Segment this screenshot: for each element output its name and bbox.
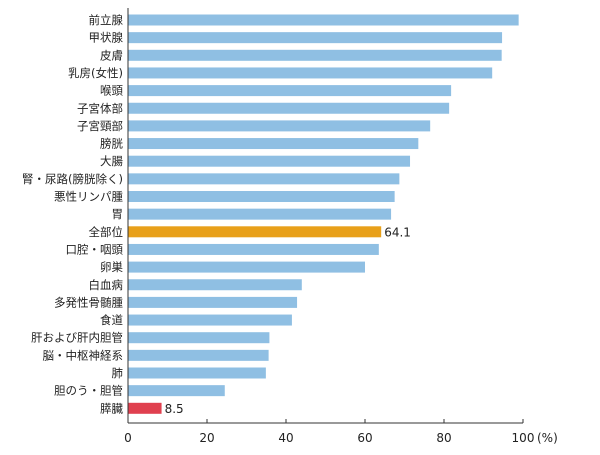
x-tick-label: 100 — [512, 431, 535, 445]
category-label: 卵巣 — [100, 260, 123, 274]
bar — [128, 138, 419, 150]
bar — [128, 173, 400, 185]
category-label: 胆のう・胆管 — [54, 384, 123, 398]
category-label: 肝および肝内胆管 — [31, 331, 123, 345]
bars-group — [128, 14, 519, 414]
bar — [128, 296, 298, 308]
bar — [128, 208, 392, 220]
category-label: 脳・中枢神経系 — [43, 348, 124, 362]
bar — [128, 32, 503, 44]
x-tick-label: 80 — [436, 431, 451, 445]
bar — [128, 49, 502, 61]
category-label: 膵臓 — [100, 401, 123, 415]
data-label: 64.1 — [384, 225, 411, 239]
category-label: 皮膚 — [100, 48, 123, 62]
category-label: 腎・尿路(膀胱除く) — [22, 172, 123, 186]
bar — [128, 85, 452, 97]
category-label: 乳房(女性) — [68, 66, 123, 80]
bar — [128, 191, 395, 202]
category-label: 多発性骨髄腫 — [54, 295, 123, 309]
x-unit-label: (%) — [537, 431, 558, 445]
x-axis: 0 20 40 60 80 100 (%) — [124, 8, 558, 445]
bar — [128, 402, 162, 414]
bar — [128, 349, 269, 361]
bar — [128, 332, 270, 344]
x-tick-label: 20 — [199, 431, 214, 445]
bar — [128, 385, 225, 397]
category-label: 白血病 — [89, 278, 124, 292]
bar — [128, 279, 302, 291]
category-label: 口腔・咽頭 — [66, 242, 124, 256]
category-label: 子宮頸部 — [77, 119, 123, 133]
bar — [128, 314, 292, 326]
bar — [128, 14, 519, 26]
bar — [128, 120, 431, 132]
category-label: 胃 — [112, 207, 124, 221]
category-label: 膀胱 — [100, 137, 123, 151]
category-label: 大腸 — [100, 154, 123, 168]
bar — [128, 226, 382, 238]
category-label: 子宮体部 — [77, 101, 123, 115]
category-label: 甲状腺 — [89, 31, 124, 45]
x-tick-label: 60 — [357, 431, 372, 445]
bar — [128, 243, 379, 255]
x-tick-label: 40 — [278, 431, 293, 445]
bar — [128, 155, 411, 167]
category-label: 前立腺 — [89, 13, 124, 27]
category-label: 全部位 — [89, 225, 124, 239]
category-label: 肺 — [112, 366, 124, 380]
data-label: 8.5 — [165, 402, 184, 416]
bar — [128, 261, 365, 273]
data-labels: 64.1 8.5 — [165, 225, 411, 415]
bar — [128, 367, 266, 379]
category-label: 悪性リンパ腫 — [54, 190, 123, 204]
bar — [128, 67, 493, 79]
bar — [128, 102, 450, 114]
x-tick-label: 0 — [124, 431, 132, 445]
category-label: 喉頭 — [100, 84, 123, 98]
category-label: 食道 — [100, 313, 123, 327]
